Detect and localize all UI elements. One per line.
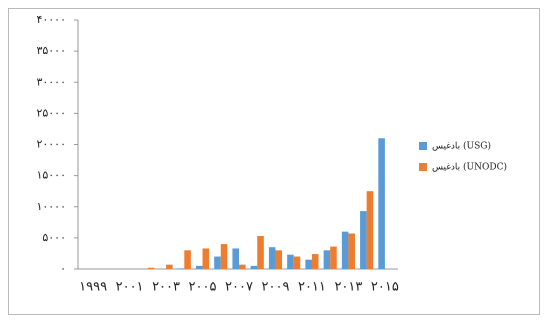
- x-tick-label: ۲۰۱۱: [298, 280, 326, 295]
- y-tick-label: ۳۵۰۰۰: [36, 44, 66, 57]
- bar: [195, 265, 203, 269]
- bar: [293, 256, 301, 269]
- x-tick-label: ۲۰۰۱: [116, 280, 144, 295]
- bar: [202, 248, 210, 269]
- y-tick-label: ۱۵۰۰۰: [36, 169, 66, 182]
- y-tick-label: ۵۰۰۰: [42, 231, 66, 244]
- legend-swatch: [419, 163, 427, 171]
- x-tick-label: ۱۹۹۹: [79, 280, 107, 295]
- x-tick-label: ۲۰۰۹: [262, 280, 290, 295]
- bar: [166, 264, 173, 269]
- bar: [305, 259, 312, 269]
- x-tick-label: ۲۰۰۷: [225, 280, 253, 295]
- bar: [232, 248, 239, 269]
- bar: [348, 233, 355, 269]
- bar: [360, 211, 367, 269]
- legend-label: بادغیس (USG): [432, 141, 491, 152]
- bar: [323, 250, 331, 269]
- bar: [239, 264, 246, 269]
- bar: [250, 265, 258, 269]
- x-tick-label: ۲۰۱۵: [371, 280, 399, 295]
- bar: [177, 268, 185, 269]
- y-tick-label: ۱۰۰۰۰: [36, 200, 66, 213]
- bar: [268, 247, 276, 269]
- y-tick-label: ۰: [60, 262, 66, 275]
- y-tick-label: ۴۰۰۰۰: [36, 13, 66, 26]
- y-tick-label: ۲۰۰۰۰: [36, 138, 66, 151]
- bar: [330, 246, 337, 269]
- legend-swatch: [419, 142, 427, 150]
- legend-label: بادغیس (UNODC): [432, 162, 507, 173]
- x-tick-label: ۲۰۰۳: [152, 280, 180, 295]
- bar: [257, 236, 264, 269]
- y-tick-label: ۲۵۰۰۰: [36, 106, 66, 119]
- x-tick-label: ۲۰۰۵: [189, 280, 217, 295]
- bar: [311, 254, 319, 269]
- bar: [147, 267, 155, 269]
- x-tick-label: ۲۰۱۳: [334, 280, 362, 295]
- bar: [341, 231, 349, 269]
- bar: [366, 191, 374, 269]
- bar: [287, 254, 294, 269]
- bar: [275, 250, 283, 269]
- bar: [220, 244, 228, 269]
- bar: [184, 250, 191, 269]
- bar: [214, 256, 221, 269]
- bar: [378, 138, 385, 269]
- y-tick-label: ۳۰۰۰۰: [36, 75, 66, 88]
